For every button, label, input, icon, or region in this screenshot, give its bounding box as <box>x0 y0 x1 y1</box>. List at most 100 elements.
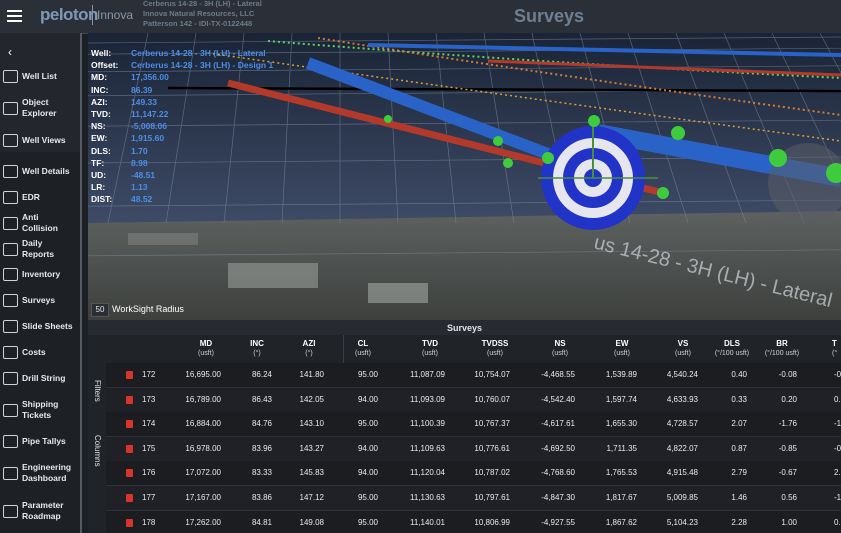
rig: Patterson 142 - IDI-TX-0122448 <box>143 19 253 28</box>
grid-line <box>165 33 197 224</box>
offset-sphere <box>768 143 841 223</box>
column-header[interactable]: EW (usft) <box>587 339 657 359</box>
row-number: 172 <box>142 370 156 379</box>
cell-value: -4,617.61 <box>541 419 575 429</box>
nav-icon <box>3 466 18 480</box>
nav-item[interactable]: Anti Collision <box>0 212 80 233</box>
nav-item[interactable]: Inventory <box>0 265 80 283</box>
cell-value: -4,847.30 <box>541 493 575 502</box>
column-name: TVDSS <box>481 339 509 348</box>
column-header[interactable]: VS (usft) <box>648 339 718 359</box>
column-header[interactable]: INC (°) <box>222 339 292 359</box>
3d-viewer: us 14-28 - 3H (LH) - Lateral Well: Cerber… <box>88 33 841 320</box>
delete-button[interactable] <box>126 518 133 527</box>
column-header[interactable]: TVDSS (usft) <box>460 339 530 359</box>
collapse-button[interactable]: ‹ <box>8 45 12 59</box>
cell-value: 11,130.63 <box>410 493 445 502</box>
column-header[interactable]: AZI (°) <box>274 339 344 359</box>
cell-value: -0. <box>834 443 841 453</box>
info-label: DIST: <box>91 194 113 205</box>
cell-value: 4,633.93 <box>666 394 698 404</box>
nav-label: EDR <box>22 191 40 202</box>
cell-value: 11,087.09 <box>410 370 445 379</box>
cell-value: 10,767.37 <box>474 419 510 429</box>
column-unit: (usft) <box>675 350 691 357</box>
nav-item[interactable]: Well List <box>0 67 80 85</box>
nav-item[interactable]: Object Explorer <box>0 97 80 118</box>
grid-line <box>483 33 515 224</box>
column-header[interactable]: TVD (usft) <box>395 339 465 359</box>
column-name: EW <box>615 339 629 348</box>
nav-item[interactable]: Well Details <box>0 162 80 180</box>
columns-tab[interactable]: Columns <box>93 435 102 467</box>
info-label: Offset: <box>91 60 119 71</box>
info-label: LR: <box>91 182 106 193</box>
cell-value: 10,797.61 <box>474 493 510 502</box>
cell-value: -1. <box>834 419 841 429</box>
info-label: EW: <box>91 133 108 144</box>
column-header[interactable]: NS (usft) <box>525 339 595 359</box>
column-unit: (usft) <box>355 350 371 357</box>
filters-tab[interactable]: Filters <box>93 380 102 402</box>
terrain-patch <box>228 263 318 288</box>
column-header[interactable]: DLS (°/100 usft) <box>697 339 767 359</box>
cell-value: 4,915.48 <box>666 468 698 478</box>
nav-item[interactable]: Parameter Roadmap <box>0 500 80 521</box>
nav-item[interactable]: Surveys <box>0 291 80 309</box>
info-label: TVD: <box>91 109 111 119</box>
cell-value: -4,768.60 <box>541 468 575 478</box>
column-header[interactable]: BR (°/100 usft) <box>747 339 817 359</box>
info-label: Well: <box>91 48 112 58</box>
delete-button[interactable] <box>126 469 133 478</box>
nav-label: Costs <box>22 346 46 357</box>
cell-value: 16,789.00 <box>185 394 221 404</box>
column-name: AZI <box>302 339 316 348</box>
column-header[interactable]: MD (usft) <box>171 339 241 359</box>
cell-value: 10,754.07 <box>474 370 510 379</box>
nav-item[interactable]: Engineering Dashboard <box>0 462 80 483</box>
info-value: 8.98 <box>131 157 148 168</box>
column-header[interactable]: T (° <box>832 339 841 359</box>
cell-value: 1,597.74 <box>605 394 637 404</box>
menu-button[interactable] <box>7 10 22 12</box>
column-header[interactable]: CL (usft) <box>328 339 398 359</box>
column-name: TVD <box>422 339 438 348</box>
delete-button[interactable] <box>126 494 133 502</box>
cell-value: 1,817.67 <box>605 493 637 502</box>
info-value: 11,147.22 <box>131 109 169 119</box>
nav-item[interactable]: Well Views <box>0 131 80 149</box>
nav-item[interactable]: Daily Reports <box>0 238 80 259</box>
cell-value: 1,539.89 <box>605 370 637 379</box>
cell-value: -0.08 <box>778 370 797 379</box>
cell-value: 2.79 <box>731 468 747 478</box>
nav-item[interactable]: EDR <box>0 188 80 206</box>
nav-icon <box>3 216 18 230</box>
info-value: 1.70 <box>131 145 148 156</box>
cell-value: 0.2 <box>834 394 841 404</box>
table-body: MD (usft) INC (°) AZI (°) CL (usft) TVD (usft) TVD… <box>106 335 841 533</box>
cell-value: 0.87 <box>731 443 747 453</box>
cell-value: 145.83 <box>299 468 324 478</box>
column-name: NS <box>554 339 566 348</box>
nav-item[interactable]: Drill String <box>0 369 80 387</box>
column-name: MD <box>199 339 213 348</box>
cell-value: 11,109.63 <box>410 443 445 453</box>
offset-well <box>207 52 841 142</box>
nav-item[interactable]: Pipe Tallys <box>0 432 80 450</box>
radius-input[interactable]: 50 <box>91 303 109 317</box>
delete-button[interactable] <box>126 420 133 429</box>
cell-value: 95.00 <box>357 370 378 379</box>
nav-item[interactable]: Shipping Tickets <box>0 399 80 420</box>
cell-value: -0. <box>834 370 841 379</box>
cell-value: 0.40 <box>731 370 747 379</box>
info-value: -48.51 <box>131 170 156 180</box>
nav-item[interactable]: Costs <box>0 343 80 361</box>
delete-button[interactable] <box>126 371 133 379</box>
delete-button[interactable] <box>126 395 133 404</box>
delete-button[interactable] <box>126 444 133 453</box>
cell-value: 5,104.23 <box>666 517 698 527</box>
cell-value: 4,540.24 <box>666 370 698 379</box>
grid-line <box>771 33 841 180</box>
nav-item[interactable]: Slide Sheets <box>0 317 80 335</box>
grid-line <box>435 33 457 224</box>
